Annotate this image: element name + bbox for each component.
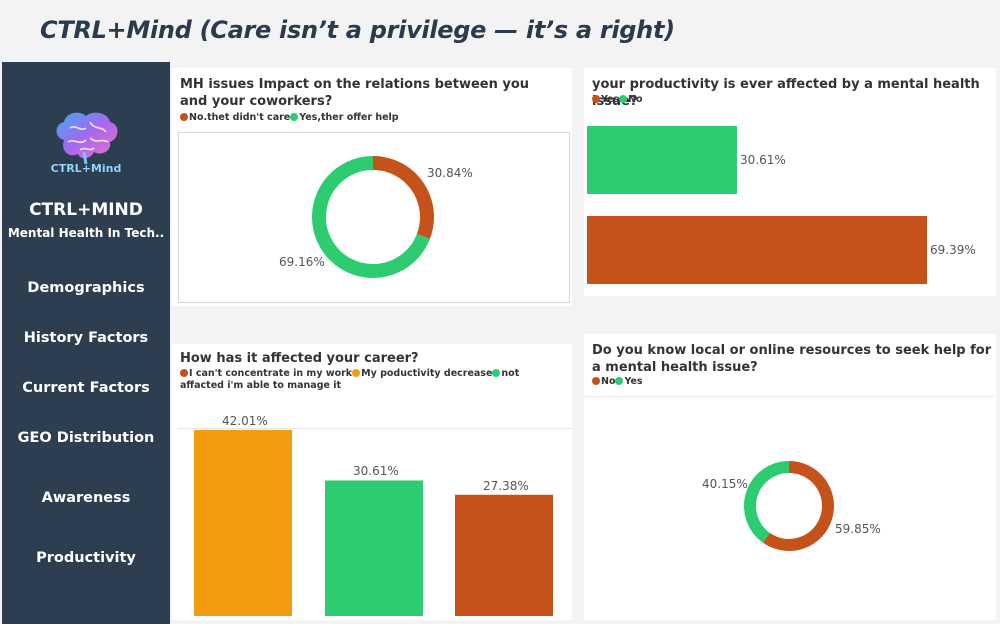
- coworkers-donut: [312, 156, 434, 278]
- legend-dot-orange: [180, 369, 188, 377]
- brand-subtitle: Mental Health In Tech..: [7, 226, 165, 240]
- legend-label: Yes: [624, 376, 643, 387]
- coworkers-legend: No.thet didn't care Yes,ther offer help: [180, 112, 399, 124]
- data-label: 40.15%: [702, 477, 748, 491]
- resources-title: Do you know local or online resources to…: [592, 343, 992, 375]
- donut-slice[interactable]: [762, 461, 834, 551]
- gridline: [178, 428, 572, 429]
- productivity-bar-chart: [587, 126, 927, 284]
- donut-slice[interactable]: [312, 156, 430, 278]
- sidebar: CTRL+Mind CTRL+MIND Mental Health In Tec…: [2, 62, 170, 624]
- brand-name: CTRL+MIND: [29, 200, 143, 220]
- nav-geo-distribution[interactable]: GEO Distribution: [17, 430, 155, 446]
- data-label: 42.01%: [222, 414, 268, 428]
- legend-dot-yellow: [352, 369, 361, 377]
- coworkers-chart-frame: 30.84% 69.16%: [178, 132, 570, 303]
- bar-group: [587, 126, 927, 284]
- legend-label: No: [601, 376, 616, 387]
- career-bar-chart: [194, 430, 553, 616]
- legend-dot-green: [290, 113, 299, 121]
- bar[interactable]: [325, 480, 423, 616]
- logo-text: CTRL+Mind: [50, 162, 122, 175]
- legend-label: Yes,ther offer help: [299, 112, 399, 123]
- legend-dot-green: [492, 369, 501, 377]
- legend-label: Yes: [601, 94, 620, 105]
- data-label: 69.16%: [279, 255, 325, 269]
- career-legend: I can't concentrate in my work My poducti…: [180, 368, 560, 392]
- resources-panel: Do you know local or online resources to…: [584, 334, 996, 620]
- data-label: 30.61%: [353, 464, 399, 478]
- nav-productivity[interactable]: Productivity: [36, 550, 136, 566]
- legend-dot-green: [619, 95, 628, 103]
- resources-legend: No Yes: [592, 376, 643, 388]
- legend-label: My poductivity decrease: [361, 368, 493, 379]
- productivity-panel: your productivity is ever affected by a …: [584, 68, 996, 296]
- productivity-legend: Yes No: [592, 94, 643, 106]
- brain-logo-icon: [50, 108, 122, 198]
- donut-slice[interactable]: [372, 156, 434, 239]
- data-label: 27.38%: [483, 479, 529, 493]
- legend-label: I can't concentrate in my work: [189, 368, 353, 379]
- data-label: 59.85%: [835, 522, 881, 536]
- legend-dot-green: [615, 377, 624, 385]
- legend-dot-orange: [180, 113, 188, 121]
- bar[interactable]: [194, 430, 292, 616]
- coworkers-panel: MH issues Impact on the relations betwee…: [172, 68, 572, 306]
- legend-label: not affacted i'm able to manage it: [180, 368, 520, 391]
- donut-chart: [744, 461, 834, 551]
- nav-awareness[interactable]: Awareness: [41, 490, 131, 506]
- data-label: 30.61%: [740, 153, 786, 167]
- page-title: CTRL+Mind (Care isn’t a privilege — it’s…: [40, 16, 675, 44]
- career-panel: How has it affected your career? I can't…: [172, 344, 572, 620]
- coworkers-title: MH issues Impact on the relations betwee…: [180, 77, 530, 109]
- gridline: [584, 396, 994, 397]
- bar[interactable]: [587, 126, 737, 194]
- nav-current-factors[interactable]: Current Factors: [22, 380, 150, 396]
- bar[interactable]: [587, 216, 927, 284]
- career-title: How has it affected your career?: [180, 351, 419, 366]
- bar[interactable]: [455, 494, 553, 616]
- legend-dot-orange: [592, 95, 600, 103]
- data-label: 30.84%: [427, 166, 473, 180]
- nav-history-factors[interactable]: History Factors: [23, 330, 149, 346]
- donut-slice[interactable]: [744, 461, 790, 543]
- bar-group: [194, 430, 553, 616]
- nav-demographics[interactable]: Demographics: [27, 280, 145, 296]
- legend-label: No.thet didn't care: [189, 112, 291, 123]
- data-label: 69.39%: [930, 243, 976, 257]
- title-bar: CTRL+Mind (Care isn’t a privilege — it’s…: [0, 0, 1000, 62]
- resources-donut: [744, 461, 834, 551]
- legend-label: No: [628, 94, 643, 105]
- donut-chart: [312, 156, 434, 278]
- legend-dot-orange: [592, 377, 600, 385]
